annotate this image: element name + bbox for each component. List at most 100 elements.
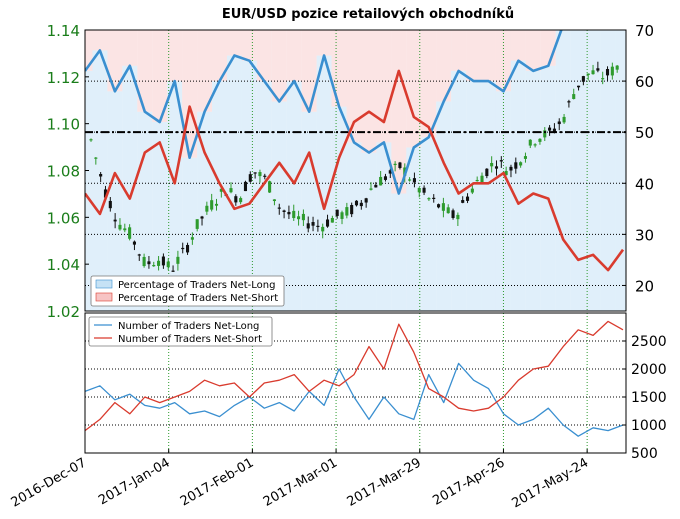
net-long-shade: [421, 137, 437, 311]
legend-label-net-long-percentage: Percentage of Traders Net-Long: [118, 280, 276, 291]
candle-body: [166, 261, 170, 268]
candle-body: [282, 210, 286, 212]
net-long-shade: [600, 30, 616, 311]
candle-body: [321, 226, 325, 232]
top-panel-background: [85, 30, 626, 312]
net-long-shade: [540, 65, 556, 311]
left-tick-label: 1.10: [47, 116, 80, 134]
candle-body: [113, 219, 117, 222]
candle-body: [132, 241, 136, 245]
net-long-shade: [226, 55, 242, 311]
candle-body: [432, 197, 436, 199]
candle-body: [263, 175, 267, 177]
net-long-percentage-line: [85, 30, 563, 195]
candle-body: [94, 157, 98, 159]
candle-body: [103, 189, 108, 198]
candle-body: [359, 202, 363, 207]
candle-body: [610, 66, 614, 76]
net-long-shade: [615, 30, 626, 311]
candle-body: [577, 85, 581, 88]
candle-body: [147, 261, 151, 265]
legend-swatch-net-short-percentage: [95, 292, 113, 302]
net-short-shade: [152, 30, 168, 122]
left-tick-label: 1.02: [47, 303, 80, 321]
net-short-shade: [241, 30, 257, 61]
candle-body: [456, 214, 460, 220]
candle-body: [451, 210, 455, 218]
net-long-shade: [406, 147, 422, 311]
candle-body: [393, 163, 397, 166]
net-long-shade: [85, 70, 93, 311]
candle-body: [562, 116, 566, 123]
candle-body: [485, 168, 489, 177]
net-short-shade: [421, 30, 437, 138]
candle-body: [383, 176, 388, 180]
candle-body: [605, 69, 610, 76]
candle-body: [205, 205, 209, 212]
bottom-panel-frame: [84, 312, 627, 454]
right-tick-label: 60: [635, 73, 654, 91]
candle-body: [374, 184, 378, 188]
net-short-shade: [510, 30, 526, 61]
candle-body: [557, 121, 561, 125]
axis-ticks: [84, 29, 626, 454]
candle-body: [350, 205, 354, 215]
candle-body: [480, 175, 484, 183]
net-short-shade: [122, 30, 138, 66]
net-short-shade: [286, 30, 302, 82]
net-long-shade: [466, 81, 482, 311]
candle-body: [316, 225, 320, 228]
candle-body: [548, 127, 552, 131]
net-short-shade: [197, 30, 213, 112]
candle-body: [567, 101, 571, 103]
net-short-shade: [85, 30, 93, 71]
candle-body: [190, 237, 194, 240]
candle-body: [465, 196, 470, 201]
candle-body: [171, 270, 175, 272]
candle-body: [243, 181, 248, 192]
net-long-shade: [212, 81, 227, 311]
net-short-shade: [167, 30, 183, 82]
net-short-shade: [525, 30, 541, 71]
net-short-shade: [451, 30, 467, 71]
candle-body: [591, 70, 595, 75]
candle-body: [538, 138, 542, 142]
net-long-shade: [555, 30, 571, 311]
net-short-shade: [376, 30, 392, 143]
candle-body: [186, 244, 190, 253]
candle-body: [552, 128, 556, 132]
candle-body: [446, 207, 450, 214]
net-long-shade: [301, 111, 317, 311]
candle-body: [345, 207, 349, 216]
net-long-shade: [481, 81, 496, 311]
candle-body: [200, 216, 204, 219]
candle-body: [253, 172, 257, 174]
net-short-shade: [436, 30, 452, 102]
candle-body: [340, 212, 344, 219]
net-long-shade: [510, 60, 526, 312]
candle-body: [475, 179, 479, 182]
net-short-shade: [226, 30, 242, 56]
candle-body: [176, 256, 180, 264]
candle-body: [287, 211, 291, 215]
candle-body: [398, 162, 402, 168]
left-tick-label: 1.04: [47, 256, 80, 274]
candle-body: [108, 200, 112, 209]
candle-body: [137, 254, 141, 256]
candle-body: [519, 162, 523, 166]
net-long-shade: [331, 106, 347, 312]
candle-body: [306, 223, 310, 229]
candle-body: [157, 260, 161, 266]
candle-body: [123, 228, 127, 231]
price-candles: [89, 61, 619, 272]
net-short-count-line: [84, 320, 624, 432]
candle-body: [277, 207, 281, 209]
candle-body: [490, 162, 494, 167]
net-long-count-line: [84, 362, 624, 437]
candle-body: [354, 200, 359, 206]
net-long-shade: [122, 65, 138, 311]
candle-body: [581, 76, 585, 82]
right-tick-label: 30: [635, 226, 654, 244]
net-short-shade: [391, 30, 407, 194]
